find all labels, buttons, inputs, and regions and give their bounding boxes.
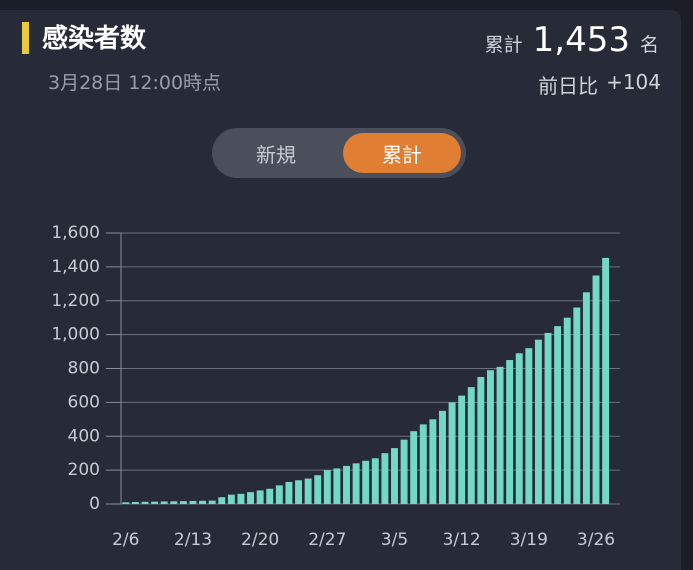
bar <box>208 500 216 504</box>
bar <box>189 500 197 504</box>
y-tick-label: 1,200 <box>51 291 100 311</box>
x-tick-label: 2/13 <box>174 530 212 550</box>
x-tick-label: 3/19 <box>510 530 548 550</box>
bar <box>419 424 427 504</box>
bar <box>141 501 149 504</box>
bar <box>122 502 130 504</box>
title-accent <box>22 22 29 54</box>
bar <box>160 501 168 504</box>
bar <box>314 475 322 504</box>
y-tick-label: 800 <box>68 359 100 379</box>
title: 感染者数 <box>42 24 147 54</box>
toggle: 新規 累計 <box>212 128 466 178</box>
bar <box>131 501 139 504</box>
bar <box>199 500 207 504</box>
bar <box>371 458 379 504</box>
bar <box>496 366 504 504</box>
bar <box>582 292 590 504</box>
bar <box>343 465 350 504</box>
bar <box>227 494 235 504</box>
y-tick-label: 400 <box>68 426 100 446</box>
bar <box>266 488 274 504</box>
y-tick-label: 1,000 <box>51 325 100 345</box>
x-tick-label: 3/12 <box>443 530 481 550</box>
bar <box>237 493 245 504</box>
bar <box>400 439 408 504</box>
total-label: 累計 <box>484 34 523 56</box>
y-tick-label: 1,400 <box>51 257 100 277</box>
diff-value: +104 <box>606 70 661 94</box>
bar <box>381 453 389 504</box>
diff-label: 前日比 <box>538 74 599 98</box>
bar <box>247 492 255 504</box>
y-tick-label: 1,600 <box>51 223 100 243</box>
bar <box>506 360 514 504</box>
bar <box>602 257 610 504</box>
bar <box>534 339 542 504</box>
x-tick-label: 3/26 <box>577 530 615 550</box>
bar <box>592 275 600 504</box>
bar <box>410 431 418 504</box>
bar <box>275 485 283 504</box>
bar <box>391 448 398 504</box>
y-tick-label: 200 <box>68 460 100 480</box>
bar <box>304 478 312 504</box>
bar <box>525 348 533 504</box>
x-tick-label: 2/6 <box>112 530 139 550</box>
bar <box>179 501 187 504</box>
bar <box>323 470 331 504</box>
x-tick-label: 2/27 <box>308 530 346 550</box>
bar <box>429 419 437 504</box>
bar <box>170 501 178 504</box>
bar <box>352 463 360 504</box>
bar <box>467 387 475 504</box>
bar <box>573 307 581 504</box>
diff: 前日比 +104 <box>538 70 661 99</box>
bar <box>439 410 446 504</box>
bar <box>448 402 456 504</box>
bar <box>256 490 264 504</box>
bar <box>333 468 341 504</box>
bar <box>515 353 523 504</box>
x-tick-label: 2/20 <box>241 530 279 550</box>
bar <box>285 481 293 504</box>
bar <box>458 395 466 504</box>
total-unit: 名 <box>639 34 659 56</box>
bar <box>218 497 226 504</box>
total: 累計 1,453 名 <box>485 20 659 60</box>
bar <box>544 332 552 504</box>
bar <box>295 480 302 504</box>
bar <box>477 376 485 504</box>
bar <box>362 460 370 504</box>
total-value: 1,453 <box>532 20 630 60</box>
bar <box>563 317 571 504</box>
y-tick-label: 600 <box>68 392 100 412</box>
toggle-option[interactable]: 新規 <box>256 142 296 167</box>
y-tick-label: 0 <box>89 494 100 514</box>
bar <box>151 501 159 504</box>
x-tick-label: 3/5 <box>381 530 408 550</box>
bar <box>554 326 562 504</box>
toggle-option[interactable]: 累計 <box>343 133 461 173</box>
timestamp: 3月28日 12:00時点 <box>48 72 222 94</box>
bar <box>486 370 494 504</box>
